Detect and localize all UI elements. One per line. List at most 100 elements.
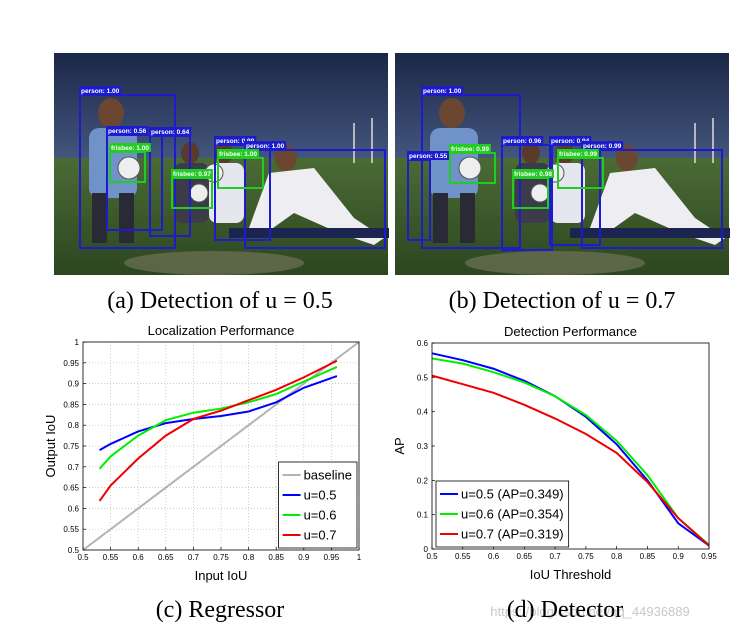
label-bg [421, 86, 464, 95]
label-bg [557, 149, 599, 158]
detection-label: person: 0.99 [583, 143, 622, 150]
x-tick-label: 1 [357, 553, 362, 562]
x-tick-label: 0.5 [77, 553, 89, 562]
series-line [98, 359, 338, 502]
label-bg [549, 136, 592, 145]
y-axis-label: Output IoU [43, 415, 58, 478]
series-line [431, 374, 710, 547]
detection-label: person: 0.56 [108, 128, 147, 135]
watermark: https://blog.csdn.net/qq_44936889 [490, 604, 690, 619]
label-bg [149, 127, 192, 136]
x-tick-label: 0.6 [133, 553, 145, 562]
chart-caption: (d) Detector [507, 597, 624, 623]
y-tick-label: 0.6 [417, 339, 429, 348]
y-tick-label: 0.95 [63, 359, 79, 368]
x-tick-label: 0.65 [158, 553, 174, 562]
detection-label: person: 0.94 [551, 138, 590, 145]
chart-caption: (c) Regressor [156, 597, 285, 623]
x-axis-label: IoU Threshold [530, 567, 611, 582]
x-axis-label: Input IoU [195, 568, 248, 583]
label-bg [171, 169, 213, 178]
detection-label: person: 0.96 [503, 138, 542, 145]
legend-label: u=0.7 (AP=0.319) [461, 527, 564, 542]
x-tick-label: 0.9 [673, 552, 685, 561]
label-bg [244, 141, 287, 150]
x-tick-label: 0.55 [455, 552, 471, 561]
detection-label: person: 1.00 [81, 88, 120, 95]
label-bg [501, 136, 544, 145]
y-tick-label: 0.9 [68, 380, 80, 389]
label-bg [581, 141, 624, 150]
label-bg [512, 169, 554, 178]
legend-label: u=0.6 [304, 508, 337, 523]
y-tick-label: 0.6 [68, 504, 80, 513]
label-bg [217, 149, 259, 158]
y-tick-label: 1 [75, 338, 80, 347]
x-tick-label: 0.95 [324, 553, 340, 562]
x-tick-label: 0.85 [268, 553, 284, 562]
detection-label: frisbee: 0.99 [451, 146, 489, 153]
x-tick-label: 0.7 [550, 552, 562, 561]
y-tick-label: 0.4 [417, 408, 429, 417]
series-line [98, 366, 338, 470]
x-tick-label: 0.8 [243, 553, 255, 562]
y-tick-label: 0.8 [68, 421, 80, 430]
chart-title: Localization Performance [148, 323, 295, 338]
detection-label: person: 0.64 [151, 129, 190, 136]
label-bg [407, 151, 450, 160]
label-bg [79, 86, 122, 95]
y-tick-label: 0.2 [417, 476, 429, 485]
y-tick-label: 0.75 [63, 442, 79, 451]
detection-label: person: 0.99 [216, 138, 255, 145]
photo-caption: (b) Detection of u = 0.7 [449, 288, 676, 314]
legend-box [278, 461, 358, 549]
detection-label: person: 1.00 [246, 143, 285, 150]
series-line [99, 375, 338, 452]
label-bg [449, 144, 491, 153]
axes-box [82, 341, 360, 551]
x-tick-label: 0.55 [103, 553, 119, 562]
y-tick-label: 0.55 [63, 525, 79, 534]
y-tick-label: 0 [424, 545, 429, 554]
x-tick-label: 0.9 [298, 553, 310, 562]
legend: baseline u=0.5 u=0.6 u=0.7 [278, 461, 358, 549]
detection-label: person: 1.00 [423, 88, 462, 95]
legend-box [435, 480, 570, 548]
x-tick-label: 0.75 [578, 552, 594, 561]
chart-title: Detection Performance [504, 324, 637, 339]
y-tick-label: 0.1 [417, 511, 429, 520]
x-tick-label: 0.95 [701, 552, 717, 561]
detection-box [581, 149, 723, 249]
label-bg [106, 126, 149, 135]
legend-label: u=0.7 [304, 528, 337, 543]
y-axis-label: AP [392, 437, 407, 454]
x-tick-label: 0.75 [213, 553, 229, 562]
detection-label: frisbee: 0.97 [173, 171, 211, 178]
detection-label: frisbee: 0.98 [514, 171, 552, 178]
detection-label: person: 0.55 [409, 153, 448, 160]
detection-label: frisbee: 1.00 [219, 151, 257, 158]
y-tick-label: 0.65 [63, 484, 79, 493]
label-bg [214, 136, 257, 145]
y-tick-label: 0.7 [68, 463, 80, 472]
x-tick-label: 0.6 [488, 552, 500, 561]
x-tick-label: 0.5 [426, 552, 438, 561]
detection-label: frisbee: 1.00 [111, 145, 149, 152]
axes-box [431, 342, 710, 550]
x-tick-label: 0.65 [517, 552, 533, 561]
y-tick-label: 0.3 [417, 442, 429, 451]
detection-box [244, 149, 386, 249]
legend-label: u=0.5 (AP=0.349) [461, 487, 564, 502]
x-tick-label: 0.7 [188, 553, 200, 562]
legend: u=0.5 (AP=0.349) u=0.6 (AP=0.354) u=0.7 (A… [435, 480, 570, 548]
legend-label: u=0.5 [304, 488, 337, 503]
y-tick-label: 0.85 [63, 400, 79, 409]
legend-label: baseline [304, 468, 352, 483]
legend-label: u=0.6 (AP=0.354) [461, 507, 564, 522]
y-tick-label: 0.5 [417, 373, 429, 382]
y-tick-label: 0.5 [68, 546, 80, 555]
series-line [431, 357, 710, 546]
x-tick-label: 0.85 [640, 552, 656, 561]
